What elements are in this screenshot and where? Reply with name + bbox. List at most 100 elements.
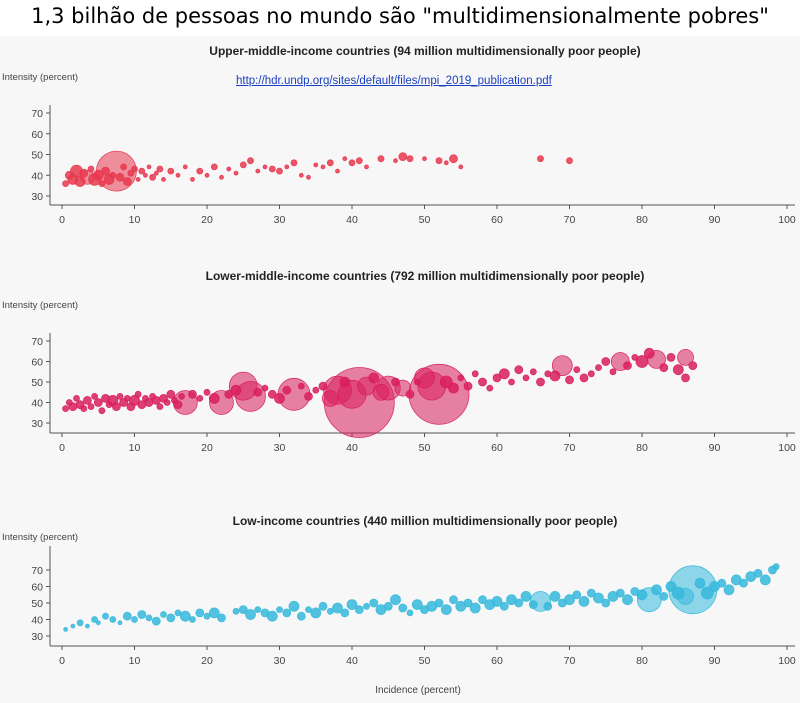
data-bubble: [587, 370, 595, 378]
data-bubble: [449, 154, 458, 164]
x-tick-label: 40: [346, 214, 358, 226]
data-bubble: [312, 386, 320, 394]
data-bubble: [160, 611, 167, 618]
data-bubble: [340, 608, 350, 618]
data-bubble: [671, 586, 685, 600]
x-tick-label: 50: [419, 214, 431, 226]
data-bubble: [145, 614, 153, 622]
data-bubble: [189, 616, 196, 623]
data-bubble: [210, 163, 218, 171]
data-bubble: [254, 606, 262, 613]
data-bubble: [232, 607, 240, 615]
x-tick-label: 80: [636, 214, 648, 226]
data-bubble: [759, 574, 771, 586]
source-link[interactable]: http://hdr.undp.org/sites/default/files/…: [236, 75, 552, 87]
data-bubble: [167, 167, 175, 175]
data-bubble: [274, 392, 285, 404]
data-bubble: [335, 168, 340, 174]
data-bubble: [146, 164, 152, 170]
data-bubble: [318, 381, 328, 391]
data-bubble: [572, 590, 582, 600]
x-tick-label: 90: [709, 655, 721, 667]
data-bubble: [549, 591, 561, 602]
data-bubble: [471, 370, 479, 378]
x-tick-label: 100: [778, 442, 796, 454]
data-bubble: [557, 598, 567, 608]
data-bubble: [393, 158, 398, 164]
data-bubble: [284, 164, 290, 170]
chart-title: Upper-middle-income countries (94 millio…: [209, 44, 640, 58]
x-tick-label: 0: [59, 442, 65, 454]
data-bubble: [326, 159, 334, 167]
y-tick-label: 50: [31, 598, 43, 610]
x-tick-label: 60: [491, 655, 503, 667]
data-bubble: [102, 612, 109, 620]
data-bubble: [332, 602, 343, 614]
data-bubble: [62, 180, 69, 188]
data-bubble: [219, 174, 224, 180]
data-bubble: [98, 407, 106, 415]
y-tick-label: 70: [31, 336, 43, 348]
data-bubble: [536, 377, 545, 387]
data-bubble: [305, 606, 312, 613]
data-bubble: [233, 170, 239, 176]
data-bubble: [122, 177, 132, 186]
data-bubble: [156, 403, 164, 411]
x-tick-label: 100: [778, 214, 796, 226]
data-bubble: [420, 605, 429, 614]
data-bubble: [149, 392, 157, 400]
data-bubble: [440, 604, 452, 615]
x-tick-label: 30: [274, 442, 286, 454]
x-tick-label: 70: [564, 655, 576, 667]
data-bubble: [195, 608, 205, 618]
data-bubble: [544, 370, 552, 378]
data-bubble: [354, 605, 364, 614]
x-tick-label: 30: [274, 655, 286, 667]
data-bubble: [296, 611, 306, 621]
y-tick-label: 70: [31, 565, 43, 577]
data-bubble: [142, 172, 148, 178]
chart-title: Low-income countries (440 million multid…: [233, 514, 618, 528]
data-bubble: [643, 347, 655, 359]
data-bubble: [422, 156, 427, 162]
y-tick-label: 40: [31, 398, 43, 410]
y-tick-label: 30: [31, 191, 43, 203]
data-bubble: [170, 396, 178, 404]
chart-upper-middle: Upper-middle-income countries (94 millio…: [2, 44, 796, 226]
y-tick-label: 40: [31, 170, 43, 182]
y-tick-label: 60: [31, 582, 43, 594]
data-bubble: [458, 164, 464, 170]
x-tick-label: 20: [201, 442, 213, 454]
data-bubble: [182, 164, 188, 170]
data-bubble: [109, 616, 117, 623]
data-bubble: [255, 168, 261, 174]
data-bubble: [586, 588, 596, 598]
data-bubble: [76, 619, 84, 627]
data-bubble: [93, 398, 103, 407]
data-bubble: [276, 167, 283, 175]
data-bubble: [304, 391, 313, 401]
data-bubble: [355, 157, 363, 165]
data-bubble: [80, 405, 88, 413]
x-tick-label: 70: [564, 214, 576, 226]
data-bubble: [469, 602, 481, 614]
data-bubble: [217, 613, 226, 623]
data-bubble: [123, 394, 131, 402]
data-bubble: [717, 578, 727, 588]
data-bubble: [149, 173, 157, 181]
data-bubble: [320, 164, 326, 170]
x-tick-label: 50: [419, 442, 431, 454]
data-bubble: [443, 160, 449, 166]
data-bubble: [262, 164, 268, 170]
data-bubble: [203, 388, 211, 396]
data-bubble: [368, 372, 380, 384]
x-tick-label: 50: [419, 655, 431, 667]
data-bubble: [190, 176, 195, 182]
data-bubble: [62, 405, 69, 413]
data-bubble: [491, 596, 503, 607]
data-bubble: [109, 171, 117, 179]
y-tick-label: 60: [31, 129, 43, 141]
data-bubble: [73, 394, 80, 402]
data-bubble: [253, 387, 263, 397]
data-bubble: [95, 620, 101, 626]
